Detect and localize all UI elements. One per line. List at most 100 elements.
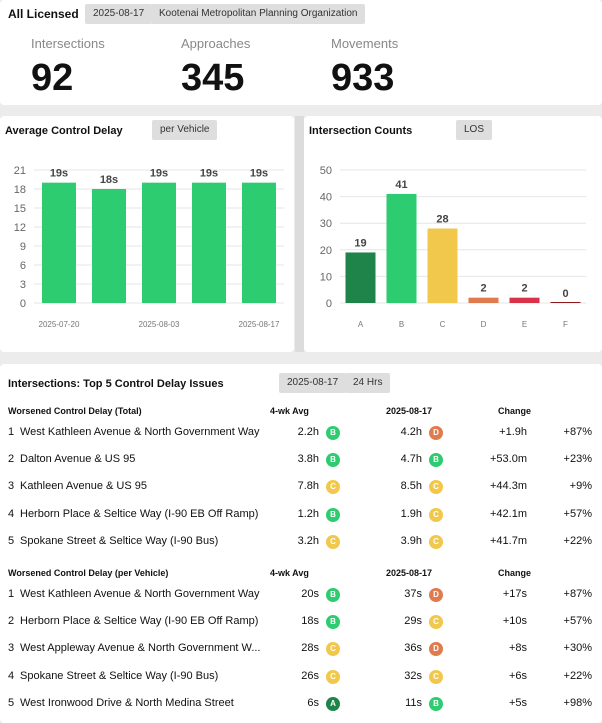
avg-los-badge: B: [326, 615, 340, 630]
row-rank: 2: [8, 615, 15, 628]
y-tick-label: 40: [320, 192, 332, 204]
data-label: 19: [354, 237, 366, 249]
change-percent: +87%: [563, 588, 592, 600]
avg-los-badge: A: [326, 696, 340, 711]
bar: [42, 182, 76, 303]
x-tick-label: D: [481, 320, 487, 329]
intersection-name: West Kathleen Avenue & North Government …: [20, 426, 260, 438]
bar: [427, 228, 458, 303]
current-value: 32s: [404, 669, 422, 682]
y-tick-label: 0: [326, 298, 332, 310]
change-percent: +9%: [569, 480, 592, 493]
current-los-badge: C: [429, 669, 443, 684]
issue-row[interactable]: 2 Dalton Avenue & US 95 3.8h 4.7h +53.0m +23%…: [0, 446, 602, 473]
avg-los-badge: B: [326, 507, 340, 522]
avg-value: 1.2h: [297, 507, 319, 520]
x-tick-label: 2025-08-03: [139, 320, 180, 329]
issue-row[interactable]: 3 Kathleen Avenue & US 95 7.8h 8.5h +44.3m +9…: [0, 473, 602, 500]
row-rank: 1: [8, 588, 15, 600]
issue-row[interactable]: 5 West Ironwood Drive & North Medina Stre…: [0, 690, 602, 717]
change-percent: +98%: [563, 696, 592, 709]
current-los-badge: C: [429, 507, 443, 522]
organization-chip[interactable]: Kootenai Metropolitan Planning Organizat…: [151, 4, 366, 24]
bar: [92, 189, 126, 303]
row-rank: 3: [8, 480, 15, 493]
bar: [345, 252, 376, 303]
current-los-badge: D: [429, 588, 443, 602]
issue-row[interactable]: 2 Herborn Place & Seltice Way (I-90 EB Of…: [0, 608, 602, 635]
chart-divider: [295, 116, 304, 352]
data-label: 0: [562, 288, 568, 300]
date-chip[interactable]: 2025-08-17: [85, 4, 153, 24]
bar: [142, 182, 176, 303]
avg-delay-card: Average Control Delay per Vehicle 0 3 6 9 12…: [0, 116, 294, 352]
intersection-counts-title: Intersection Counts: [309, 125, 413, 137]
avg-value: 20s: [301, 588, 319, 600]
change-percent: +87%: [563, 426, 592, 438]
change-value: +10s: [502, 615, 527, 628]
intersection-name: West Appleway Avenue & North Government …: [20, 642, 261, 655]
per-vehicle-chip[interactable]: per Vehicle: [152, 120, 218, 140]
current-value: 36s: [404, 642, 422, 655]
avg-los-badge: C: [326, 669, 340, 684]
issue-row[interactable]: 4 Spokane Street & Seltice Way (I-90 Bus)…: [0, 663, 602, 690]
avg-los-badge: B: [326, 588, 340, 602]
current-los-badge: C: [429, 615, 443, 630]
change-percent: +22%: [563, 534, 592, 547]
bar: [550, 302, 581, 303]
y-tick-label: 20: [320, 245, 332, 257]
bar: [192, 182, 226, 303]
issue-row[interactable]: 1 West Kathleen Avenue & North Government…: [0, 581, 602, 608]
avg-los-badge: C: [326, 642, 340, 657]
intersection-name: Spokane Street & Seltice Way (I-90 Bus): [20, 669, 219, 682]
kpi-value-movements: 933: [331, 57, 395, 99]
change-percent: +57%: [563, 507, 592, 520]
avg-value: 7.8h: [297, 480, 319, 493]
intersection-name: Herborn Place & Seltice Way (I-90 EB Off…: [20, 507, 259, 520]
issue-row[interactable]: 3 West Appleway Avenue & North Government…: [0, 635, 602, 662]
data-label: 19s: [250, 168, 268, 180]
current-value: 4.7h: [400, 453, 422, 466]
avg-los-badge: C: [326, 480, 340, 495]
column-header-avg: 4-wk Avg: [270, 568, 309, 578]
current-value: 11s: [405, 696, 422, 709]
current-los-badge: D: [429, 642, 443, 657]
data-label: 2: [521, 283, 527, 295]
x-tick-label: 2025-08-17: [239, 320, 280, 329]
x-tick-label: C: [440, 320, 446, 329]
x-tick-label: A: [358, 320, 364, 329]
current-value: 4.2h: [400, 426, 422, 438]
data-label: 19s: [50, 168, 68, 180]
data-label: 19s: [200, 168, 218, 180]
current-los-badge: C: [429, 534, 443, 549]
issue-row[interactable]: 4 Herborn Place & Seltice Way (I-90 EB Of…: [0, 501, 602, 528]
y-tick-label: 12: [14, 222, 26, 234]
avg-value: 3.2h: [297, 534, 319, 547]
y-tick-label: 30: [320, 218, 332, 230]
intersection-name: Herborn Place & Seltice Way (I-90 EB Off…: [20, 615, 259, 628]
issue-row[interactable]: 5 Spokane Street & Seltice Way (I-90 Bus)…: [0, 528, 602, 555]
section-heading: Worsened Control Delay (Total): [8, 406, 142, 416]
data-label: 2: [480, 283, 486, 295]
los-chip[interactable]: LOS: [456, 120, 493, 140]
avg-los-badge: C: [326, 534, 340, 549]
issues-title: Intersections: Top 5 Control Delay Issue…: [8, 378, 224, 390]
current-los-badge: B: [429, 696, 443, 711]
y-tick-label: 9: [20, 241, 26, 253]
current-value: 8.5h: [400, 480, 422, 493]
avg-los-badge: B: [326, 453, 340, 468]
section-heading: Worsened Control Delay (per Vehicle): [8, 568, 169, 578]
issues-period-chip[interactable]: 24 Hrs: [345, 373, 391, 393]
y-tick-label: 3: [20, 279, 26, 291]
avg-value: 18s: [301, 615, 319, 628]
y-tick-label: 21: [14, 165, 26, 177]
column-header-date: 2025-08-17: [386, 406, 433, 416]
change-percent: +22%: [563, 669, 592, 682]
intersection-counts-card: Intersection Counts LOS 0 10 20 30 40 50 19 A 41…: [304, 116, 602, 352]
kpi-value-intersections: 92: [31, 57, 74, 99]
issues-date-chip[interactable]: 2025-08-17: [279, 373, 347, 393]
intersection-name: Kathleen Avenue & US 95: [20, 480, 148, 493]
x-tick-label: B: [399, 320, 404, 329]
issue-row[interactable]: 1 West Kathleen Avenue & North Government…: [0, 419, 602, 446]
data-label: 28: [436, 214, 448, 226]
